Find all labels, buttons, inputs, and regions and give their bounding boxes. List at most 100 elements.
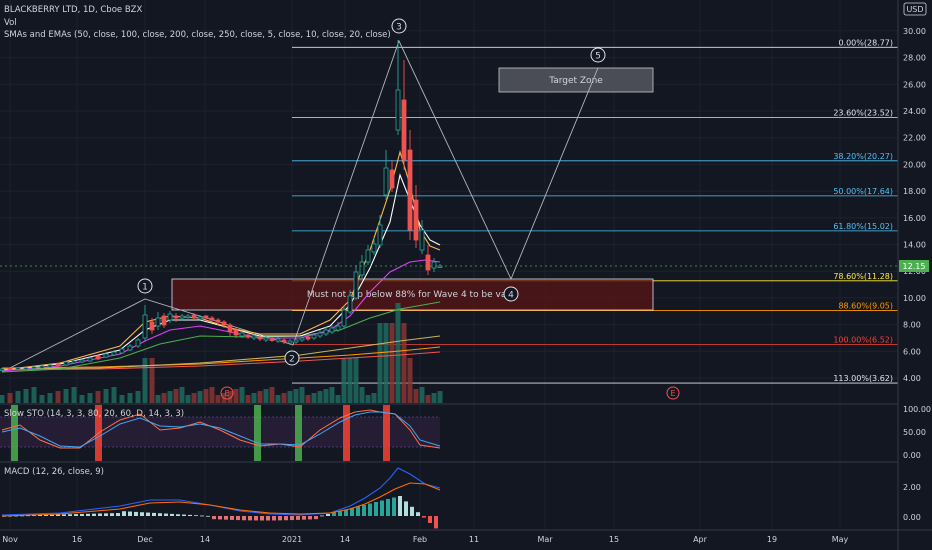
- candle-body: [323, 329, 329, 335]
- macd-hist-bar: [326, 514, 330, 516]
- time-axis-label: 16: [72, 535, 82, 544]
- macd-signal-line: [1, 482, 441, 517]
- macd-hist-bar: [92, 513, 96, 516]
- candle-body: [431, 261, 437, 269]
- macd-hist-bar: [38, 515, 42, 516]
- candle-body: [155, 317, 161, 327]
- wave-label-circle: [391, 18, 407, 34]
- price-axis[interactable]: 30.00 28.00 26.00 24.00 22.00 20.00 18.00 16.00…: [903, 27, 926, 383]
- time-axis-label: 14: [340, 535, 350, 544]
- moving-averages: [1, 149, 441, 373]
- macd-legend[interactable]: MACD (12, 26, close, 9): [4, 467, 104, 477]
- volume-legend[interactable]: Vol: [4, 18, 17, 28]
- earnings-marker-icon: [220, 386, 234, 400]
- macd-hist-bar: [416, 512, 420, 516]
- price-axis-label: 26.00: [903, 80, 926, 89]
- wave-label-circle: [137, 278, 153, 294]
- volume-bar: [383, 323, 389, 403]
- ma-legend[interactable]: SMAs and EMAs (50, close, 100, close, 20…: [4, 30, 391, 40]
- macd-hist-bar: [128, 511, 132, 516]
- macd-hist-bar: [392, 497, 396, 516]
- candle-body: [63, 361, 69, 366]
- volume-bar: [209, 387, 215, 403]
- macd-axis-0: 0.00: [903, 513, 921, 522]
- volume-bar: [251, 393, 257, 403]
- candle-body: [251, 335, 257, 339]
- stochastic-pane[interactable]: [0, 405, 441, 461]
- macd-hist-bar: [380, 500, 384, 516]
- stoch-legend[interactable]: Slow STO (14, 3, 3, 80, 20, 60, D, 14, 3…: [4, 409, 185, 419]
- fib-level-label: 61.80%(15.02): [833, 222, 893, 231]
- macd-pane[interactable]: [1, 467, 441, 529]
- candle-body: [15, 367, 21, 370]
- warning-zone[interactable]: [171, 278, 654, 311]
- stoch-axis-0: 0.00: [903, 451, 921, 460]
- candle-body: [299, 337, 305, 341]
- wave-label-circle: [590, 47, 606, 63]
- wave-labels: 1 2 3 4 5: [137, 18, 606, 366]
- price-axis-label: 22.00: [903, 134, 926, 143]
- volume-bar: [407, 358, 413, 403]
- volume-bar: [287, 391, 293, 403]
- earnings-marker-icon: [666, 386, 680, 400]
- volume-bar: [371, 393, 377, 403]
- macd-hist-bar: [104, 513, 108, 516]
- volume-bar: [431, 393, 437, 403]
- time-axis-label: 15: [609, 535, 619, 544]
- currency-badge[interactable]: [903, 2, 927, 16]
- macd-hist-bar: [374, 502, 378, 516]
- volume-bar: [401, 323, 407, 403]
- time-axis-label: May: [832, 535, 849, 544]
- candle-body: [233, 329, 239, 336]
- macd-hist-bar: [332, 512, 336, 516]
- candle-body: [239, 332, 245, 337]
- earnings-markers[interactable]: E E: [220, 386, 680, 400]
- macd-hist-bar: [176, 514, 180, 516]
- sma-line-red: [1, 351, 441, 371]
- macd-hist-bar: [398, 496, 402, 516]
- volume-bar: [437, 391, 443, 403]
- price-axis-label: 6.00: [903, 347, 921, 356]
- volume-bar: [79, 395, 85, 403]
- volume-bars: [0, 303, 443, 403]
- elliott-wave-path[interactable]: [1, 39, 599, 373]
- macd-hist-bar: [68, 514, 72, 516]
- chart-title[interactable]: BLACKBERRY LTD, 1D, Cboe BZX: [4, 5, 143, 15]
- ema-line-pink: [1, 259, 441, 372]
- macd-hist-bar: [188, 514, 192, 516]
- macd-hist-bar: [74, 514, 78, 516]
- stoch-d-line: [1, 411, 441, 448]
- macd-hist-bar: [86, 513, 90, 516]
- volume-bar: [119, 395, 125, 403]
- price-candles[interactable]: [0, 40, 443, 371]
- stoch-axis-50: 50.00: [903, 428, 926, 437]
- candle-body: [341, 309, 347, 327]
- volume-bar: [311, 393, 317, 403]
- candle-body: [395, 89, 401, 131]
- macd-axis-2: 2.00: [903, 483, 921, 492]
- macd-hist-bar: [212, 516, 216, 520]
- fib-level-label: 78.60%(11.28): [833, 272, 893, 281]
- target-zone[interactable]: [498, 67, 654, 93]
- macd-hist-bar: [266, 516, 270, 521]
- time-axis[interactable]: Nov 16 Dec 14 2021 14 Feb 11 Mar 15 Apr 19 May: [2, 535, 848, 544]
- ema-line-white: [1, 173, 441, 371]
- macd-hist-bar: [122, 511, 126, 516]
- fib-level-label: 113.00%(3.62): [833, 374, 893, 383]
- stoch-signal-bar: [254, 405, 261, 461]
- volume-bar: [173, 389, 179, 403]
- wave-label-text: 2: [289, 355, 295, 365]
- fib-level-label: 50.00%(17.64): [833, 187, 893, 196]
- macd-hist-bar: [248, 516, 252, 521]
- stoch-signal-bar: [295, 405, 302, 461]
- volume-bar: [341, 358, 347, 403]
- volume-bar: [179, 387, 185, 403]
- candle-body: [197, 316, 203, 320]
- macd-hist-bar: [434, 516, 438, 529]
- volume-bar: [365, 395, 371, 403]
- fib-level-label: 0.00%(28.77): [838, 38, 893, 47]
- candle-body: [0, 368, 5, 371]
- volume-bar: [305, 395, 311, 403]
- macd-hist-bar: [260, 516, 264, 521]
